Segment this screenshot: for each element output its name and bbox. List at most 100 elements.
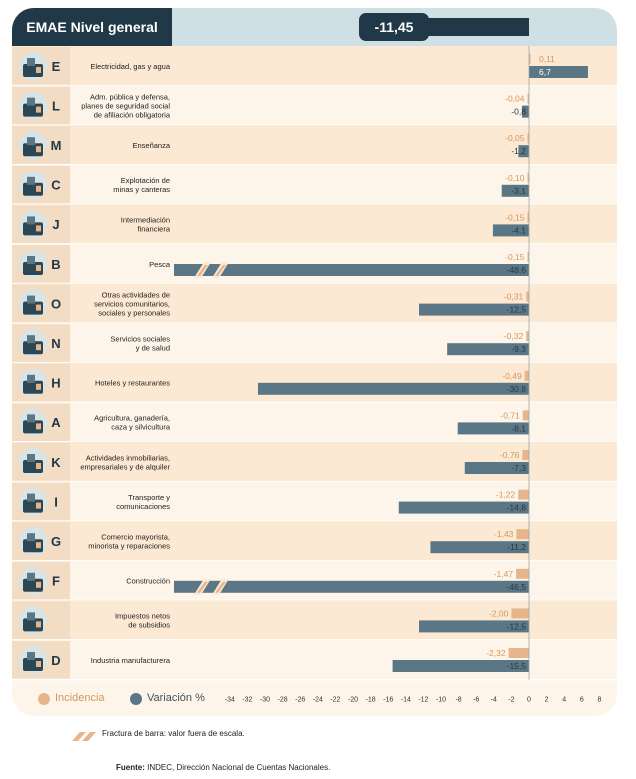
variation-bar (464, 462, 529, 474)
variation-value-label: -3,1 (511, 186, 526, 196)
x-tick-label: -32 (242, 697, 252, 704)
sector-label: Explotación de (121, 176, 170, 185)
source-line: Fuente: INDEC, Dirección Nacional de Cue… (116, 763, 330, 772)
sector-label: Transporte y (128, 493, 170, 502)
icon-accent (36, 502, 41, 509)
variation-bar (501, 184, 529, 197)
sector-letter: J (52, 217, 59, 232)
icon-accent (36, 581, 41, 588)
incidence-value-label: -1,43 (494, 529, 514, 539)
sector-label: y de salud (136, 344, 170, 353)
sector-letter: K (51, 455, 61, 470)
icon-detail (27, 612, 35, 621)
government-building-icon (19, 91, 47, 120)
x-tick-label: 6 (580, 697, 584, 704)
icon-accent (36, 146, 41, 153)
source-label: Fuente: (116, 763, 145, 772)
sector-label: Impuestos netos (115, 612, 170, 621)
incidence-legend-swatch (38, 693, 50, 705)
category-row-b: B Pesca -0,15 -48,6 (12, 244, 617, 285)
sector-label: Pesca (149, 260, 171, 269)
sector-letter: O (51, 296, 61, 311)
icon-detail (27, 454, 35, 462)
variation-value-label: -8,1 (511, 423, 526, 433)
incidence-bar (522, 450, 529, 460)
variation-bar (521, 105, 529, 118)
sector-label: Hoteles y restaurantes (95, 379, 170, 388)
row-background (12, 640, 617, 680)
incidence-bar (526, 331, 529, 342)
incidence-value-label: -0,76 (500, 450, 520, 460)
incidence-value-label: 0,11 (539, 54, 555, 64)
hotel-icon (19, 368, 47, 397)
taxes-icon (19, 606, 47, 635)
row-background (12, 164, 617, 205)
icon-detail (27, 493, 35, 502)
oil-pump-icon (19, 170, 47, 199)
variation-bar (430, 541, 529, 554)
incidence-legend-label: Incidencia (55, 692, 105, 704)
icon-detail (27, 97, 35, 106)
category-row-k: K Actividades inmobiliarias,empresariales… (12, 442, 617, 483)
sector-label: Agricultura, ganadería, (94, 414, 170, 423)
x-tick-label: 2 (545, 697, 549, 704)
row-background (12, 560, 617, 601)
variation-legend-swatch (130, 693, 142, 705)
sector-letter: C (51, 178, 61, 193)
variation-bar (398, 501, 529, 514)
variation-value-label: -1,2 (511, 146, 526, 156)
sector-letter: A (51, 415, 61, 430)
power-plant-icon (19, 52, 47, 80)
footnote-text: Fractura de barra: valor fuera de escala… (102, 729, 245, 738)
variation-value-label: -14,8 (507, 503, 527, 513)
variation-value-label: -48,6 (507, 265, 527, 275)
x-tick-label: -14 (401, 697, 411, 704)
agriculture-icon (19, 408, 47, 437)
incidence-bar (511, 608, 529, 619)
sector-letter: L (52, 98, 60, 113)
icon-accent (36, 661, 41, 667)
variation-value-label: -7,3 (511, 463, 526, 473)
legend: Incidencia Variación % (12, 688, 212, 710)
variation-bar (257, 382, 529, 395)
icon-accent (36, 185, 41, 192)
x-tick-label: 4 (562, 697, 566, 704)
sector-label: comunicaciones (116, 502, 170, 511)
category-row-m: M Enseñanza -0,05 -1,2 (12, 125, 617, 166)
sector-label: caza y silvicultura (111, 423, 171, 432)
bar-break-stroke (215, 265, 226, 276)
row-background (12, 442, 617, 482)
incidence-value-label: -2,32 (486, 648, 506, 658)
store-icon (19, 527, 47, 556)
x-tick-label: -30 (260, 697, 270, 704)
icon-accent (36, 383, 41, 390)
x-tick-label: -4 (491, 697, 497, 704)
bar-break-stroke (215, 581, 226, 593)
icon-detail (27, 533, 35, 542)
health-cross-icon (19, 329, 47, 358)
title-box (12, 8, 172, 46)
sector-label: Industria manufacturera (91, 656, 171, 665)
category-row-g: G Comercio mayorista,minorista y reparaci… (12, 521, 617, 562)
x-tick-label: -18 (366, 697, 376, 704)
variation-bar (529, 66, 588, 78)
variation-value-label: 6,7 (539, 67, 551, 77)
sector-label: sociales y personales (98, 308, 170, 317)
x-tick-label: -6 (473, 697, 479, 704)
variation-bar (457, 422, 529, 435)
icon-detail (27, 176, 35, 185)
row-background (12, 521, 617, 561)
sector-letter: M (51, 138, 62, 153)
icon-detail (27, 572, 35, 581)
sector-label: Actividades inmobiliarias, (86, 453, 170, 462)
variation-bar (419, 620, 529, 633)
real-estate-icon (19, 448, 47, 476)
incidence-bar (527, 212, 529, 223)
row-background (12, 244, 617, 284)
construction-icon (19, 566, 47, 595)
incidence-bar (522, 410, 529, 421)
